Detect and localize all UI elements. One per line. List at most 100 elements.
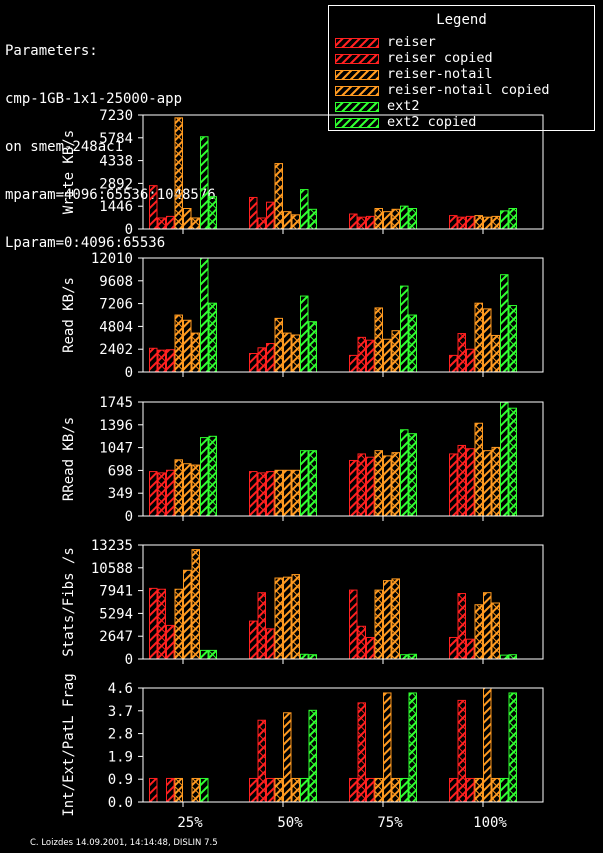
x-category-label: 75% <box>377 815 403 831</box>
bar <box>191 332 200 373</box>
footer-credit: C. Loizdes 14.09.2001, 14:14:48, DISLIN … <box>30 838 218 848</box>
bar <box>183 463 192 517</box>
bar <box>149 185 158 230</box>
bar <box>283 469 292 517</box>
bar <box>508 208 517 230</box>
bar <box>457 699 466 803</box>
y-tick-label: 10588 <box>91 561 133 577</box>
bar <box>249 620 258 660</box>
bar <box>308 321 317 373</box>
bar <box>300 653 309 660</box>
bar <box>300 450 309 517</box>
x-category-label: 50% <box>277 815 303 831</box>
y-tick-label: 0.9 <box>108 772 133 788</box>
y-tick-label: 1.9 <box>108 749 133 765</box>
bar <box>457 593 466 660</box>
bar <box>449 354 458 373</box>
parameter-line: mparam=4096:65536:1048576 <box>5 187 216 203</box>
panel-frame <box>142 687 544 803</box>
bar <box>157 588 166 660</box>
y-tick-label: 1047 <box>99 441 133 457</box>
bar <box>308 709 317 803</box>
bar <box>249 471 258 517</box>
bar <box>274 469 283 517</box>
bar <box>166 215 175 230</box>
bar <box>400 285 409 373</box>
bar <box>491 334 500 373</box>
parameters-heading: Parameters: <box>5 43 98 59</box>
chart-panel: 0 2647 5294 7941 10588 13235 Stats/Fibs /s <box>61 538 544 668</box>
legend-label: reiser copied <box>387 50 493 66</box>
y-tick-label: 0 <box>125 222 133 238</box>
panel-frame <box>142 544 544 660</box>
bar <box>191 777 200 803</box>
bar <box>166 349 175 373</box>
bar <box>166 777 175 803</box>
bar <box>174 459 183 517</box>
y-tick-label: 0 <box>125 365 133 381</box>
bar <box>508 654 517 660</box>
bar <box>183 319 192 373</box>
y-tick-label: 2892 <box>99 176 133 192</box>
bar <box>383 455 392 517</box>
bar <box>249 352 258 373</box>
y-axis-title: Write KB/s <box>61 130 77 214</box>
y-tick-label: 3.7 <box>108 704 133 720</box>
bar <box>474 604 483 660</box>
bar <box>208 302 217 373</box>
bar <box>266 628 275 660</box>
bar <box>283 576 292 660</box>
bar <box>500 777 509 803</box>
panel-frame <box>142 114 544 230</box>
bar <box>266 201 275 230</box>
bar <box>466 348 475 373</box>
bar <box>266 777 275 803</box>
bar <box>149 587 158 660</box>
bar <box>349 777 358 803</box>
bar <box>457 444 466 517</box>
bar <box>300 189 309 230</box>
bar <box>466 638 475 660</box>
bar <box>191 217 200 230</box>
y-tick-label: 9608 <box>99 274 133 290</box>
bar <box>357 216 366 230</box>
y-tick-label: 12010 <box>91 251 133 267</box>
legend-label: ext2 copied <box>387 114 477 130</box>
bar <box>174 777 183 803</box>
bar <box>449 636 458 660</box>
bar <box>491 777 500 803</box>
bar <box>283 332 292 373</box>
bar <box>357 453 366 517</box>
bar <box>174 117 183 230</box>
bar <box>383 338 392 373</box>
legend-swatch <box>335 38 379 48</box>
bar <box>391 777 400 803</box>
bar <box>474 777 483 803</box>
legend-label: reiser-notail copied <box>387 82 550 98</box>
bar <box>257 719 266 803</box>
parameter-line: on smem-248ac1 <box>5 139 124 155</box>
y-tick-label: 1396 <box>99 418 133 434</box>
bar <box>483 687 492 803</box>
bar <box>366 339 375 373</box>
bar <box>349 459 358 517</box>
bar <box>383 580 392 660</box>
bar <box>308 208 317 230</box>
bar <box>174 588 183 660</box>
bar <box>400 429 409 517</box>
legend-label: reiser <box>387 34 436 50</box>
bar <box>157 472 166 517</box>
bar <box>466 448 475 517</box>
y-tick-label: 5784 <box>99 131 133 147</box>
bar <box>400 205 409 230</box>
y-tick-label: 7230 <box>99 108 133 124</box>
bar <box>374 589 383 660</box>
bar <box>500 210 509 230</box>
bar <box>449 777 458 803</box>
bar <box>166 624 175 660</box>
y-tick-label: 7941 <box>99 584 133 600</box>
bar <box>357 336 366 373</box>
bar <box>349 213 358 230</box>
bar <box>257 592 266 660</box>
bar <box>149 347 158 373</box>
